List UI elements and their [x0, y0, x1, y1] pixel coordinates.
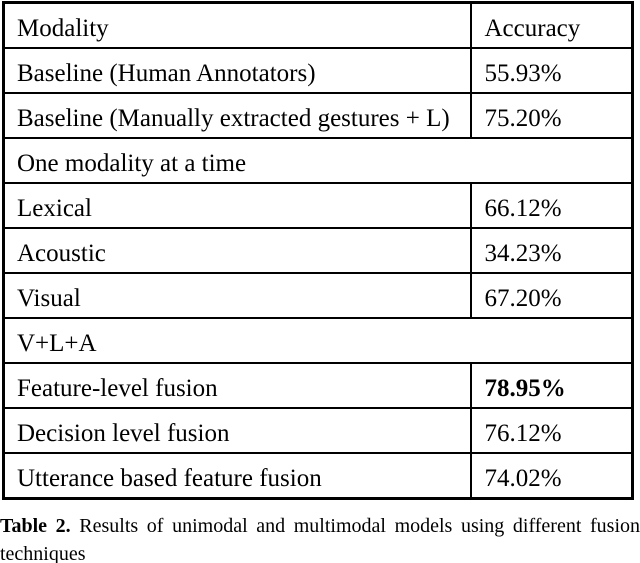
- modality-cell: Baseline (Human Annotators): [2, 47, 472, 94]
- table-row-utterance-fusion: Utterance based feature fusion 74.02%: [2, 452, 634, 500]
- modality-cell: Visual: [2, 272, 472, 319]
- table-row-acoustic: Acoustic 34.23%: [2, 227, 634, 274]
- accuracy-cell: 67.20%: [469, 272, 634, 319]
- accuracy-cell: 34.23%: [469, 227, 634, 274]
- caption-label: Table 2.: [0, 515, 71, 537]
- table-row-lexical: Lexical 66.12%: [2, 182, 634, 229]
- modality-cell: Decision level fusion: [2, 407, 472, 454]
- modality-cell: Utterance based feature fusion: [2, 452, 472, 500]
- table-row-baseline-human: Baseline (Human Annotators) 55.93%: [2, 47, 634, 94]
- accuracy-cell: 75.20%: [469, 92, 634, 139]
- accuracy-cell: 76.12%: [469, 407, 634, 454]
- section-row-one-modality: One modality at a time: [2, 137, 634, 184]
- accuracy-cell-best: 78.95%: [469, 362, 634, 409]
- accuracy-cell: 74.02%: [469, 452, 634, 500]
- table-row-baseline-gestures: Baseline (Manually extracted gestures + …: [2, 92, 634, 139]
- modality-cell: Lexical: [2, 182, 472, 229]
- accuracy-cell: 55.93%: [469, 47, 634, 94]
- caption-text: Results of unimodal and multimodal model…: [0, 515, 640, 563]
- modality-cell: Feature-level fusion: [2, 362, 472, 409]
- modality-cell: Acoustic: [2, 227, 472, 274]
- column-header-accuracy: Accuracy: [469, 1, 634, 49]
- modality-cell: Baseline (Manually extracted gestures + …: [2, 92, 472, 139]
- table-header-row: Modality Accuracy: [2, 1, 634, 49]
- table-row-decision-level-fusion: Decision level fusion 76.12%: [2, 407, 634, 454]
- column-header-modality: Modality: [2, 1, 472, 49]
- section-label: V+L+A: [2, 317, 634, 364]
- section-label: One modality at a time: [2, 137, 634, 184]
- results-table: Modality Accuracy Baseline (Human Annota…: [2, 1, 634, 500]
- table-row-feature-level-fusion: Feature-level fusion 78.95%: [2, 362, 634, 409]
- table-caption: Table 2. Results of unimodal and multimo…: [0, 512, 640, 563]
- section-row-vla: V+L+A: [2, 317, 634, 364]
- accuracy-cell: 66.12%: [469, 182, 634, 229]
- table-row-visual: Visual 67.20%: [2, 272, 634, 319]
